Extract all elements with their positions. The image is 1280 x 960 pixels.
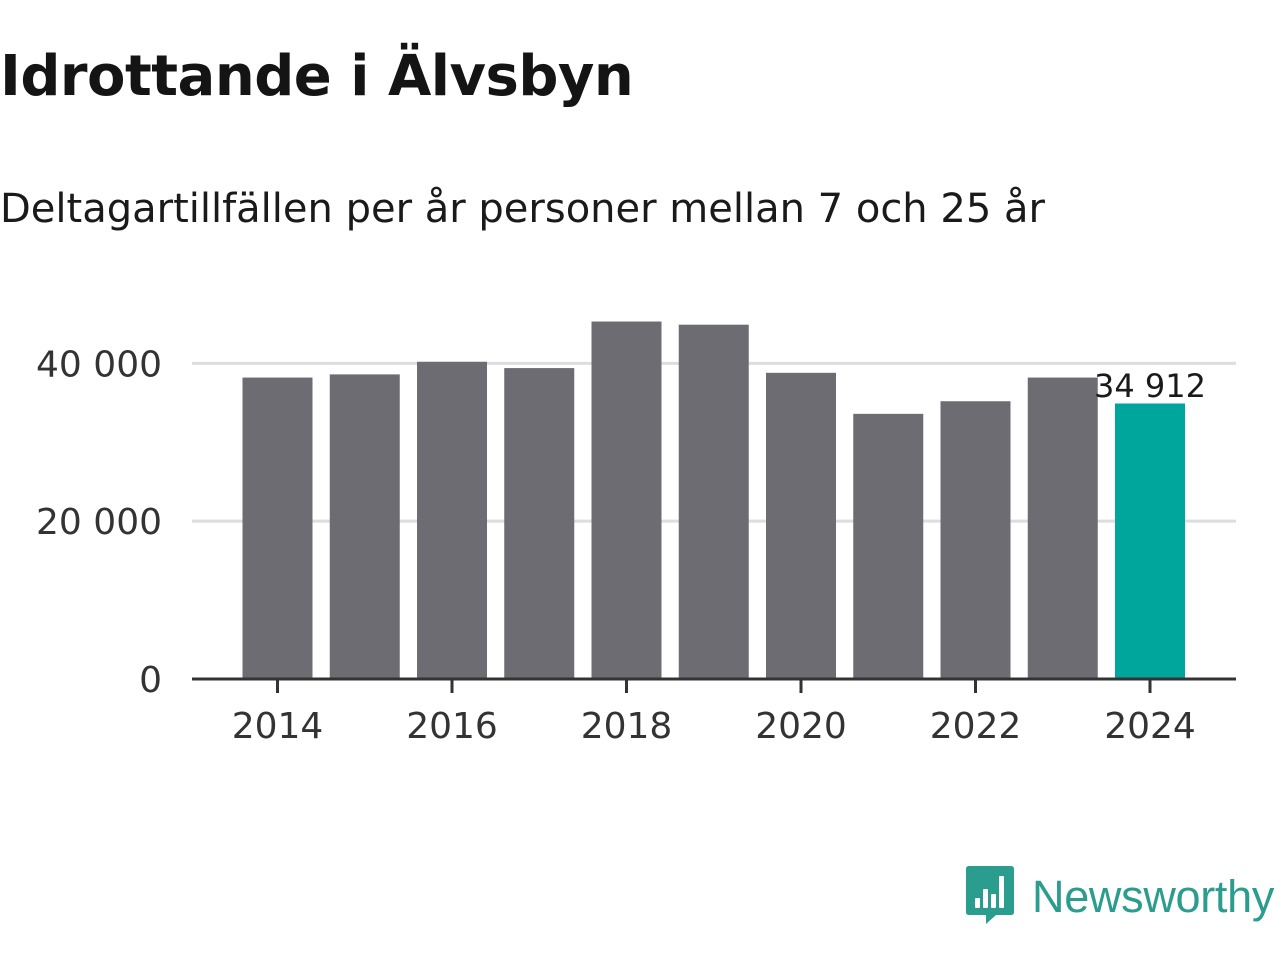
brand-name: Newsworthy: [1032, 871, 1275, 922]
y-tick-label: 0: [139, 660, 162, 701]
x-tick-label: 2016: [406, 706, 498, 747]
bar: [678, 324, 749, 679]
bar: [591, 321, 662, 679]
newsworthy-logo: Newsworthy: [964, 864, 1274, 930]
bar: [853, 413, 924, 679]
y-tick-label: 20 000: [36, 502, 162, 543]
labels: 0 20 000 40 000 34 912 2014 2016 2018 2020 2022 2…: [36, 344, 1206, 747]
x-tick-label: 2020: [755, 706, 847, 747]
bar: [940, 401, 1011, 679]
x-tick-label: 2022: [930, 706, 1022, 747]
bar-highlight: [1115, 403, 1185, 679]
axes: [192, 677, 1236, 693]
highlight-value-label: 34 912: [1094, 367, 1206, 405]
x-tick-label: 2018: [581, 706, 673, 747]
bar: [329, 374, 400, 679]
x-tick-label: 2014: [232, 706, 324, 747]
x-tick-label: 2024: [1104, 706, 1196, 747]
chart-subtitle: Deltagartillfällen per år personer mella…: [0, 186, 1045, 232]
chart-title: Idrottande i Älvsbyn: [0, 44, 634, 109]
bar: [417, 361, 487, 679]
bar: [504, 368, 575, 679]
bar: [242, 377, 313, 679]
bar: [1027, 377, 1098, 679]
bar-chart-speech-bubble-icon: [964, 864, 1016, 930]
bars: [242, 321, 1185, 679]
bar: [766, 372, 836, 679]
y-tick-label: 40 000: [36, 344, 162, 385]
